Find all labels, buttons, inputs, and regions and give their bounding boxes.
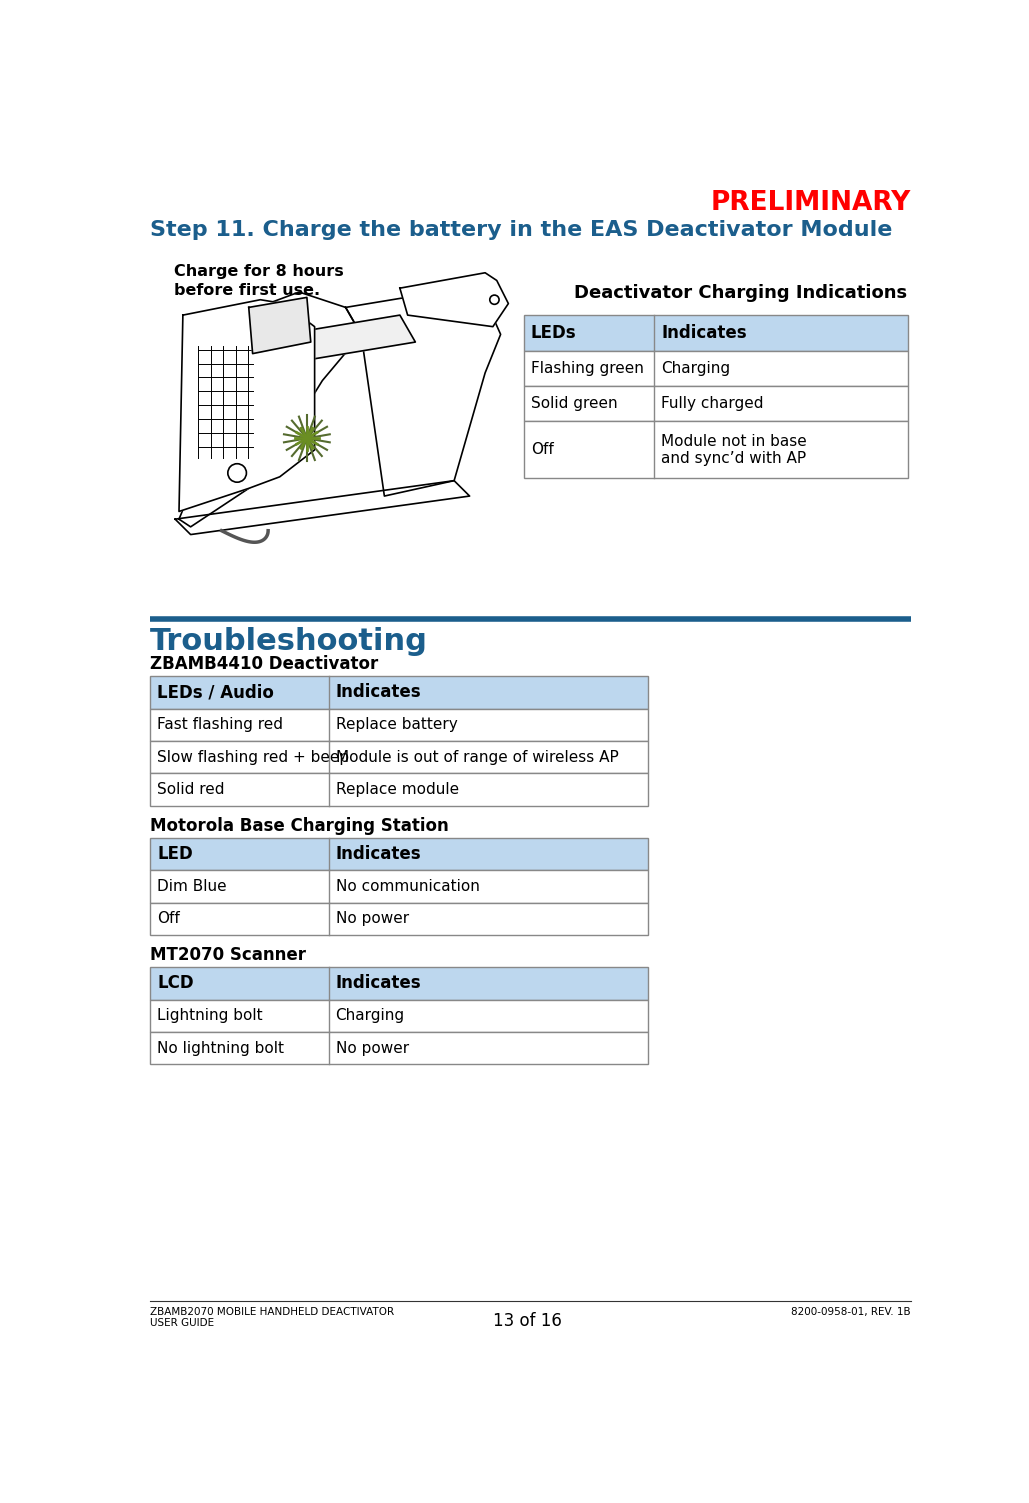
Text: Fast flashing red: Fast flashing red — [157, 717, 283, 732]
Bar — [150, 741, 648, 773]
Text: Dim Blue: Dim Blue — [157, 879, 227, 894]
Bar — [150, 1033, 648, 1064]
Text: ZBAMB2070 MOBILE HANDHELD DEACTIVATOR: ZBAMB2070 MOBILE HANDHELD DEACTIVATOR — [150, 1308, 394, 1317]
Text: PRELIMINARY: PRELIMINARY — [710, 189, 911, 215]
Bar — [150, 773, 648, 806]
Bar — [150, 708, 648, 741]
Text: Troubleshooting: Troubleshooting — [150, 627, 428, 655]
Polygon shape — [400, 272, 508, 326]
Text: Solid green: Solid green — [531, 397, 617, 412]
Text: Lightning bolt: Lightning bolt — [157, 1009, 263, 1024]
Bar — [524, 350, 908, 386]
Text: LEDs: LEDs — [531, 323, 576, 341]
Text: No communication: No communication — [335, 879, 480, 894]
Text: No lightning bolt: No lightning bolt — [157, 1040, 284, 1055]
Text: Replace module: Replace module — [335, 782, 459, 797]
Text: Charge for 8 hours
before first use.: Charge for 8 hours before first use. — [174, 263, 344, 298]
Text: Charging: Charging — [661, 361, 731, 376]
Text: 13 of 16: 13 of 16 — [493, 1312, 562, 1330]
Text: Indicates: Indicates — [661, 323, 747, 341]
Bar — [150, 839, 648, 870]
Polygon shape — [175, 481, 469, 535]
Text: Solid red: Solid red — [157, 782, 224, 797]
Polygon shape — [249, 298, 311, 353]
Polygon shape — [284, 316, 416, 361]
Text: MT2070 Scanner: MT2070 Scanner — [150, 947, 307, 965]
Text: Charging: Charging — [335, 1009, 404, 1024]
Text: Motorola Base Charging Station: Motorola Base Charging Station — [150, 816, 449, 834]
Text: Fully charged: Fully charged — [661, 397, 764, 412]
Text: Deactivator Charging Indications: Deactivator Charging Indications — [574, 284, 908, 302]
Text: Off: Off — [157, 911, 180, 926]
Bar — [150, 999, 648, 1033]
Text: Indicates: Indicates — [335, 974, 421, 992]
Text: No power: No power — [335, 911, 409, 926]
Bar — [524, 386, 908, 421]
Text: Replace battery: Replace battery — [335, 717, 457, 732]
Text: Module not in base
and sync’d with AP: Module not in base and sync’d with AP — [661, 434, 807, 466]
Text: LCD: LCD — [157, 974, 193, 992]
Text: USER GUIDE: USER GUIDE — [150, 1318, 214, 1327]
Text: Off: Off — [531, 442, 554, 457]
Text: LEDs / Audio: LEDs / Audio — [157, 684, 274, 702]
Bar — [150, 903, 648, 935]
Text: Step 11. Charge the battery in the EAS Deactivator Module: Step 11. Charge the battery in the EAS D… — [150, 221, 893, 240]
Polygon shape — [346, 289, 501, 496]
Text: 8200-0958-01, REV. 1B: 8200-0958-01, REV. 1B — [791, 1308, 911, 1317]
Polygon shape — [179, 299, 315, 511]
Bar — [150, 676, 648, 708]
Bar — [524, 421, 908, 478]
Text: Slow flashing red + beep: Slow flashing red + beep — [157, 750, 350, 765]
Bar — [150, 870, 648, 903]
Text: Flashing green: Flashing green — [531, 361, 644, 376]
Text: ZBAMB4410 Deactivator: ZBAMB4410 Deactivator — [150, 655, 379, 673]
Bar — [524, 316, 908, 350]
Polygon shape — [179, 292, 361, 528]
Text: Indicates: Indicates — [335, 845, 421, 863]
Text: No power: No power — [335, 1040, 409, 1055]
Text: LED: LED — [157, 845, 193, 863]
Text: Indicates: Indicates — [335, 684, 421, 702]
Text: Module is out of range of wireless AP: Module is out of range of wireless AP — [335, 750, 618, 765]
Bar — [150, 968, 648, 999]
